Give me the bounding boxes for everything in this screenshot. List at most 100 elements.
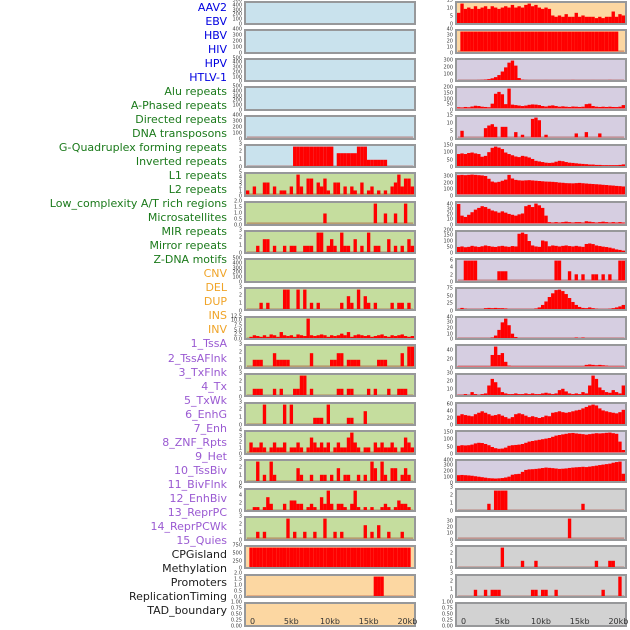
dataset-label-microsatellites: Microsatellites xyxy=(147,211,227,225)
chart-plot-area xyxy=(246,490,414,511)
chart-plot-area xyxy=(457,375,625,396)
y-tick-label: 2 xyxy=(449,272,453,279)
y-tick-label: 1 xyxy=(238,188,242,195)
y-tick-label: 500 xyxy=(232,255,242,262)
mini-chart-hiv xyxy=(244,86,416,111)
y-tick-label: 15 xyxy=(446,0,453,4)
chart-plot-area xyxy=(246,461,414,482)
mini-chart-directed-repeats xyxy=(244,229,416,255)
y-tick-label: 150 xyxy=(443,429,453,436)
dataset-label-4-tx: 4_Tx xyxy=(201,379,227,393)
y-tick-label: 2 xyxy=(238,378,242,385)
y-tick-label: 150 xyxy=(443,232,453,239)
y-tick-label: 30 xyxy=(446,518,453,525)
y-tick-label: 20 xyxy=(446,325,453,332)
chart-plot-area xyxy=(457,232,625,253)
y-tick-label: 300 xyxy=(232,118,242,125)
mini-chart-6-enhg xyxy=(455,201,627,226)
mini-chart-dup xyxy=(244,602,416,627)
dataset-label-12-enhbiv: 12_EnhBiv xyxy=(169,491,227,505)
y-tick-label: 0 xyxy=(449,308,453,314)
y-tick-label: 150 xyxy=(443,90,453,97)
chart-plot-area xyxy=(246,289,414,310)
dataset-label-alu-repeats: Alu repeats xyxy=(164,85,227,99)
y-tick-label: 50 xyxy=(446,101,453,108)
y-tick-label: 10 xyxy=(446,530,453,537)
dataset-label-hpv: HPV xyxy=(204,57,227,71)
chart-plot-area xyxy=(457,31,625,52)
chart-plot-area xyxy=(457,3,625,23)
y-tick-label: 50 xyxy=(446,157,453,164)
y-tick-label: 10 xyxy=(446,5,453,12)
y-tick-label: 3 xyxy=(238,433,242,440)
y-tick-label: 3 xyxy=(238,284,242,291)
y-tick-label: 3 xyxy=(238,141,242,147)
y-tick-label: 0 xyxy=(449,279,453,286)
y-tick-label: 3 xyxy=(238,399,242,405)
y-tick-label: 0 xyxy=(449,78,453,85)
y-tick-label: 4 xyxy=(449,264,453,271)
y-tick-label: 0.75 xyxy=(230,605,242,612)
y-tick-label: 2 xyxy=(238,183,242,190)
y-tick-label: 3 xyxy=(238,227,242,233)
x-axis-label: 10kb xyxy=(320,617,340,626)
y-tick-label: 200 xyxy=(443,84,453,91)
dataset-label-9-het: 9_Het xyxy=(195,449,227,463)
mini-chart-cpgisland xyxy=(455,487,627,513)
mini-chart-low-complexity-a-t-rich-regions xyxy=(244,401,416,427)
chart-plot-area xyxy=(457,175,625,195)
y-tick-label: 0 xyxy=(449,21,453,28)
y-tick-label: 400 xyxy=(232,88,242,95)
y-tick-label: 40 xyxy=(446,314,453,321)
y-tick-label: 0 xyxy=(449,594,453,601)
y-tick-label: 3 xyxy=(238,513,242,520)
y-tick-label: 400 xyxy=(232,26,242,33)
chart-plot-area xyxy=(457,547,625,568)
dataset-label-z-dna-motifs: Z-DNA motifs xyxy=(153,253,227,267)
y-tick-label: 20 xyxy=(446,38,453,45)
chart-plot-area xyxy=(457,89,625,109)
y-tick-label: 1 xyxy=(238,414,242,421)
y-tick-label: 400 xyxy=(443,457,453,464)
y-tick-label: 200 xyxy=(443,180,453,186)
mini-chart-14-reprpcwk xyxy=(455,430,627,455)
y-tick-label: 60 xyxy=(446,401,453,408)
y-tick-label: 0 xyxy=(449,422,453,429)
dataset-label-methylation: Methylation xyxy=(162,561,227,575)
y-tick-label: 200 xyxy=(232,69,242,76)
y-tick-label: 100 xyxy=(443,71,453,78)
x-axis-label: 15kb xyxy=(569,617,590,626)
y-tick-label: 2.0 xyxy=(234,198,242,205)
chart-plot-area xyxy=(246,3,414,23)
dataset-label-7-enh: 7_Enh xyxy=(193,421,227,435)
dataset-label-dna-transposons: DNA transposons xyxy=(132,127,227,141)
mini-chart-htlv-1 xyxy=(244,143,416,169)
y-tick-label: 200 xyxy=(443,64,453,71)
y-tick-label: 2 xyxy=(238,148,242,155)
y-tick-label: 3 xyxy=(449,542,453,549)
mini-chart-inv xyxy=(455,29,627,54)
chart-plot-area xyxy=(246,136,414,138)
y-tick-label: 10 xyxy=(446,44,453,51)
dataset-label-g-quadruplex-forming-repeats: G-Quadruplex forming repeats xyxy=(58,141,227,155)
y-tick-label: 25 xyxy=(446,300,453,307)
y-tick-label: 500 xyxy=(232,550,242,557)
y-tick-label: 200 xyxy=(232,269,242,276)
y-tick-label: 10 xyxy=(446,216,453,223)
y-tick-label: 1.0 xyxy=(234,210,242,217)
dataset-label-tad-boundary: TAD_boundary xyxy=(147,603,227,617)
mini-chart-mirror-repeats xyxy=(244,487,416,513)
dataset-label-5-txwk: 5_TxWk xyxy=(184,393,227,407)
x-axis-label: 10kb xyxy=(531,617,551,626)
y-tick-label: 300 xyxy=(443,462,453,469)
y-tick-label: 300 xyxy=(443,173,453,180)
chart-plot-area xyxy=(457,318,625,339)
y-tick-label: 20 xyxy=(446,415,453,422)
y-tick-label: 20 xyxy=(446,378,453,385)
y-tick-label: 0 xyxy=(449,193,453,200)
mini-chart-5-txwk xyxy=(455,172,627,197)
chart-plot-area xyxy=(457,461,625,482)
y-tick-label: 10 xyxy=(446,331,453,337)
chart-plot-area xyxy=(246,375,414,396)
y-tick-label: 1 xyxy=(238,472,242,479)
